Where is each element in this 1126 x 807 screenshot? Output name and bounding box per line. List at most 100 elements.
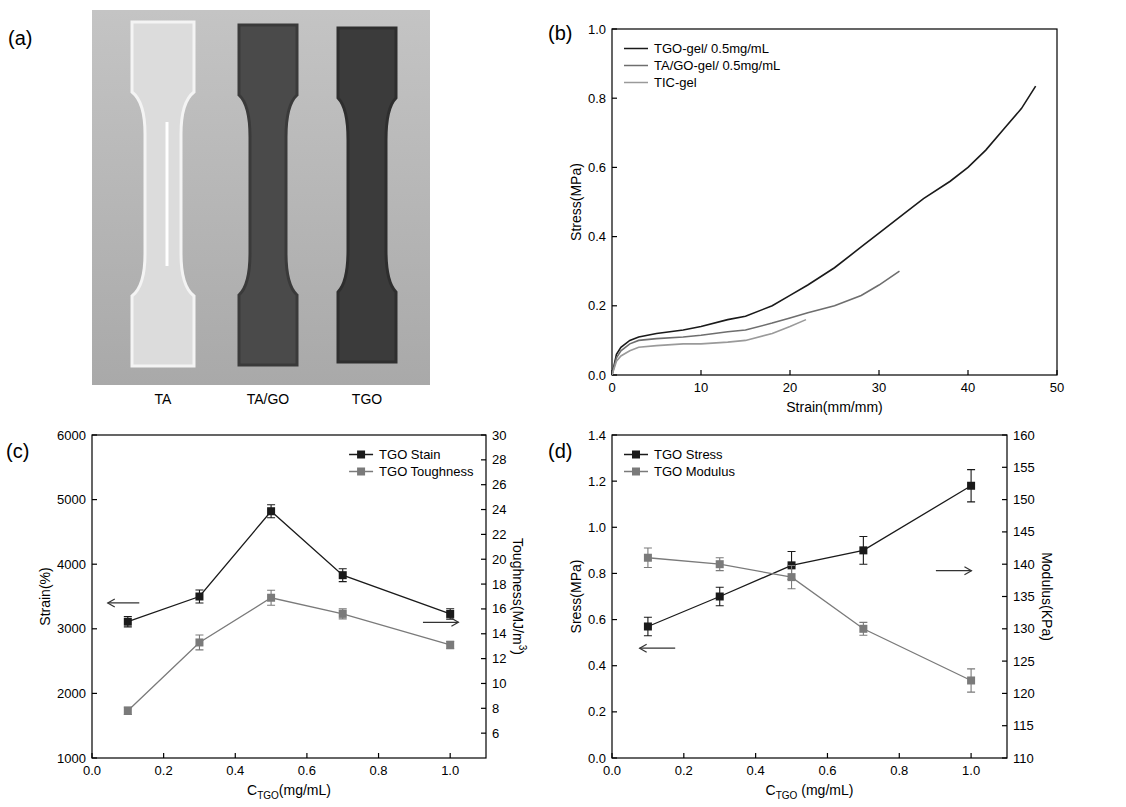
x-tick: [306, 753, 307, 758]
error-bar: [446, 641, 454, 648]
x-tick-label: 0.2: [155, 763, 173, 778]
y-tick: [612, 481, 617, 482]
photo-background: [92, 10, 430, 385]
series-group: [612, 86, 1036, 375]
y-tick: [612, 167, 617, 168]
y-tick-label: 0.6: [588, 160, 606, 175]
y2-tick: [481, 559, 486, 560]
y2-tick: [1002, 531, 1007, 532]
legend-label: TGO-gel/ 0.5mg/mL: [654, 41, 769, 56]
x-tick-label: 0.4: [747, 763, 765, 778]
error-bar: [859, 537, 867, 565]
sample-label: TGO: [352, 391, 382, 407]
y2-tick-label: 110: [1013, 751, 1034, 766]
y-axis-title: Strain(%): [37, 567, 53, 625]
y2-tick: [1002, 725, 1007, 726]
plot-frame: [612, 435, 1007, 758]
x-tick-label: 0.8: [370, 763, 388, 778]
error-bar: [339, 609, 347, 619]
y2-tick-label: 24: [492, 502, 506, 517]
panel-letter: (d): [548, 440, 572, 462]
y2-tick-label: 28: [492, 452, 506, 467]
series-line: [128, 511, 450, 621]
y-tick-label: 1.2: [588, 474, 606, 489]
chart-panel: 0.00.20.40.60.81.01000200030004000500060…: [6, 428, 528, 802]
x-tick-label: 40: [961, 380, 975, 395]
y-tick-label: 3000: [57, 621, 86, 636]
y2-tick-label: 16: [492, 601, 506, 616]
error-bar: [124, 617, 132, 627]
gel-sample: [338, 28, 396, 362]
data-point: [339, 610, 347, 618]
y2-tick-label: 160: [1013, 428, 1035, 443]
y2-tick: [1002, 434, 1007, 435]
data-point: [446, 610, 454, 618]
y-tick: [612, 434, 617, 435]
data-point: [267, 507, 275, 515]
error-bar: [967, 470, 975, 502]
legend-swatch: [624, 48, 648, 50]
y-tick: [612, 236, 617, 237]
x-tick: [163, 753, 164, 758]
data-point: [124, 618, 132, 626]
y-tick: [612, 573, 617, 574]
legend-marker: [632, 468, 640, 476]
error-bar: [195, 635, 203, 650]
x-axis-title: CTGO (mg/mL): [766, 782, 854, 801]
legend: TGO-gel/ 0.5mg/mL TA/GO-gel/ 0.5mg/mL TIC-…: [624, 41, 780, 90]
data-point: [859, 546, 867, 554]
plot-frame: [92, 435, 486, 758]
y2-tick-label: 26: [492, 477, 506, 492]
legend-label: TIC-gel: [654, 75, 697, 90]
x-tick-label: 0.6: [818, 763, 836, 778]
y-tick-label: 4000: [57, 557, 86, 572]
y-tick-label: 0.8: [588, 566, 606, 581]
x-tick: [700, 370, 701, 375]
photo-panel: TATA/GOTGO(a): [8, 10, 430, 407]
data-point: [967, 676, 975, 684]
y-tick: [92, 757, 97, 758]
error-bar: [267, 590, 275, 605]
y2-tick-label: 18: [492, 577, 506, 592]
y2-tick-label: 145: [1013, 524, 1035, 539]
y-tick: [92, 693, 97, 694]
y2-tick: [481, 509, 486, 510]
legend-label: TA/GO-gel/ 0.5mg/mL: [654, 58, 780, 73]
label-part: TGO: [776, 790, 798, 801]
x-tick-label: 0.4: [226, 763, 244, 778]
label-part: Toughness(MJ/m: [510, 538, 526, 645]
data-point: [967, 482, 975, 490]
y-tick-label: 0.4: [588, 229, 606, 244]
x-tick-label: 1.0: [962, 763, 980, 778]
y2-tick-label: 120: [1013, 686, 1035, 701]
y2-tick: [1002, 757, 1007, 758]
x-tick-label: 0.8: [890, 763, 908, 778]
figure: TATA/GOTGO(a)010203040500.00.20.40.60.81…: [0, 0, 1126, 807]
legend-marker: [357, 468, 365, 476]
label-part: C: [766, 782, 776, 798]
y-tick-label: 0.2: [588, 704, 606, 719]
legend-label: TGO Toughness: [379, 464, 474, 479]
error-bar: [195, 590, 203, 603]
gel-sample: [132, 22, 194, 366]
x-tick-label: 1.0: [441, 763, 459, 778]
y-tick: [92, 434, 97, 435]
y-tick-label: 0.6: [588, 612, 606, 627]
error-bar: [644, 548, 652, 567]
axis-arrow: [423, 622, 458, 623]
y-tick: [612, 527, 617, 528]
plot-frame: [612, 29, 1057, 375]
error-bar: [446, 609, 454, 619]
y-tick-label: 5000: [57, 492, 86, 507]
x-tick-label: 20: [783, 380, 797, 395]
y-tick-label: 1.0: [588, 520, 606, 535]
x-tick: [450, 753, 451, 758]
legend-swatch: [624, 82, 648, 84]
y2-tick-label: 140: [1013, 557, 1035, 572]
y2-tick-label: 12: [492, 651, 506, 666]
axis-arrow-head: [108, 599, 115, 607]
y2-tick: [1002, 660, 1007, 661]
y2-axis-title: Modulus(KPa): [1039, 552, 1055, 641]
x-tick: [967, 370, 968, 375]
x-tick: [827, 753, 828, 758]
